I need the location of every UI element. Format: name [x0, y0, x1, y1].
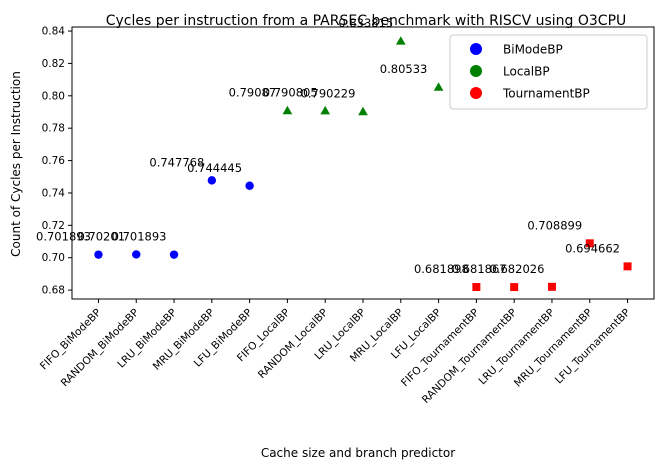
data-label: 0.80533 — [380, 62, 428, 76]
data-point-LocalBP — [395, 36, 406, 45]
data-point-TournamentBP — [510, 283, 519, 292]
legend-label: TournamentBP — [502, 87, 590, 101]
data-label: 0.682026 — [490, 262, 545, 276]
data-label: 0.744445 — [187, 161, 242, 175]
data-label: 0.79087 — [229, 86, 277, 100]
data-point-TournamentBP — [585, 239, 594, 248]
y-tick-label: 0.76 — [42, 155, 66, 167]
y-tick-label: 0.72 — [42, 220, 65, 232]
plot-frame — [71, 26, 655, 300]
data-point-BiModeBP — [207, 176, 217, 185]
y-tick-label: 0.80 — [42, 90, 65, 102]
legend-marker-TournamentBP — [470, 87, 482, 99]
data-point-BiModeBP — [94, 250, 103, 259]
data-label: 0.681867 — [452, 262, 507, 276]
y-tick-label: 0.82 — [42, 58, 65, 70]
data-point-LocalBP — [433, 82, 444, 91]
y-tick-label: 0.68 — [42, 285, 65, 297]
data-point-TournamentBP — [547, 282, 556, 291]
legend-label: BiModeBP — [503, 43, 563, 57]
data-label: 0.708899 — [527, 218, 582, 232]
y-tick-label: 0.78 — [42, 123, 65, 135]
data-point-TournamentBP — [623, 262, 632, 271]
y-tick-label: 0.74 — [42, 187, 66, 199]
data-point-BiModeBP — [245, 181, 254, 190]
data-label: 0.833815 — [338, 16, 393, 30]
legend: BiModeBP LocalBP TournamentBP — [449, 34, 648, 110]
data-point-BiModeBP — [169, 250, 179, 259]
data-point-LocalBP — [320, 105, 331, 115]
data-point-TournamentBP — [472, 283, 481, 292]
x-axis-label: Cache size and branch predictor — [261, 446, 455, 460]
data-point-LocalBP — [282, 105, 293, 115]
y-tick-label: 0.84 — [42, 26, 66, 38]
data-point-LocalBP — [358, 106, 368, 116]
legend-label: LocalBP — [503, 65, 550, 79]
data-label: 0.790229 — [301, 87, 356, 101]
y-axis-label: Count of Cycles per Instruction — [9, 71, 23, 257]
data-label: 0.747768 — [149, 155, 204, 169]
data-label: 0.70201 — [77, 229, 125, 243]
data-label: 0.701893 — [36, 230, 91, 244]
data-label: 0.681898 — [414, 262, 469, 276]
legend-marker-BiModeBP — [470, 43, 482, 55]
data-label: 0.694662 — [565, 241, 620, 255]
y-tick-label: 0.70 — [42, 252, 65, 264]
legend-box — [449, 34, 648, 110]
data-point-BiModeBP — [132, 250, 141, 259]
data-label: 0.701893 — [112, 230, 167, 244]
data-label: 0.790805 — [263, 86, 318, 100]
chart-title: Cycles per instruction from a PARSEC ben… — [106, 13, 627, 29]
legend-marker-LocalBP — [470, 65, 482, 77]
